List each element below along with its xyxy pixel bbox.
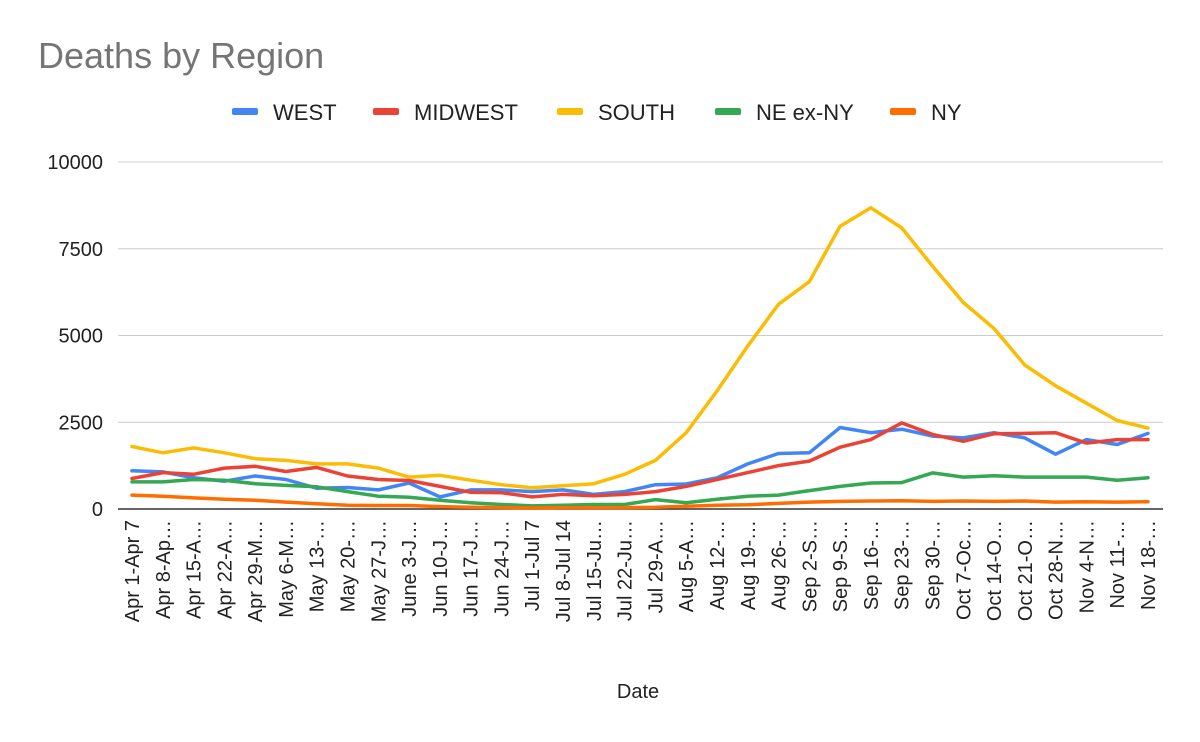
y-tick-label-0: 0 — [92, 499, 103, 521]
x-tick-label: Aug 5-A… — [676, 520, 698, 612]
x-tick-label: Nov 11-… — [1107, 520, 1129, 609]
x-tick-label: June 3-J… — [399, 520, 421, 617]
x-tick-label: Sep 2-S… — [799, 520, 821, 612]
x-tick-label: Jul 29-A… — [645, 520, 667, 613]
x-tick-label: Aug 26-… — [769, 520, 791, 610]
x-tick-label: Jun 24-J… — [491, 520, 513, 617]
x-tick-label: Nov 4-N… — [1076, 520, 1098, 613]
legend-label-west: WEST — [273, 100, 337, 125]
series-line-south — [130, 206, 1150, 490]
series-group — [130, 206, 1150, 510]
legend-swatch-south — [557, 108, 583, 115]
legend-swatch-ny — [890, 108, 916, 115]
x-tick-label: Oct 7-Oc… — [953, 520, 975, 620]
x-tick-label: Apr 15-A… — [184, 520, 206, 619]
series-line-ne-ex-ny — [130, 471, 1150, 508]
y-axis-ticks: 0 2500 5000 7500 10000 — [47, 152, 103, 521]
x-tick-label: Apr 1-Apr 7 — [122, 520, 144, 622]
x-tick-label: May 27-J… — [368, 520, 390, 622]
x-axis-ticks: Apr 1-Apr 7 Apr 8-Ap… Apr 15-A… Apr 22-A… Ap… — [122, 520, 1160, 622]
x-axis-title: Date — [617, 681, 659, 703]
x-tick-label: Jun 17-J… — [461, 520, 483, 617]
legend-swatch-west — [232, 108, 258, 115]
y-tick-label-7500: 7500 — [59, 239, 104, 261]
chart-title: Deaths by Region — [38, 35, 324, 76]
x-tick-label: Aug 19-… — [738, 520, 760, 610]
x-tick-label: Oct 21-O… — [1015, 520, 1037, 621]
x-tick-label: Jul 22-Ju… — [615, 520, 637, 621]
legend-item-midwest: MIDWEST — [373, 100, 518, 125]
y-tick-label-10000: 10000 — [47, 152, 103, 174]
x-tick-label: Apr 8-Ap… — [153, 520, 175, 619]
y-tick-label-2500: 2500 — [59, 412, 104, 434]
legend-swatch-ne-ex-ny — [715, 108, 741, 115]
legend-label-ne-ex-ny: NE ex-NY — [756, 100, 854, 125]
x-tick-label: Sep 23-… — [892, 520, 914, 610]
x-tick-label: Aug 12-… — [707, 520, 729, 610]
legend: WEST MIDWEST SOUTH NE ex-NY NY — [232, 100, 962, 125]
legend-item-ne-ex-ny: NE ex-NY — [715, 100, 854, 125]
series-line-midwest — [130, 421, 1150, 499]
x-tick-label: May 13-… — [307, 520, 329, 612]
legend-label-south: SOUTH — [598, 100, 675, 125]
x-tick-label: Oct 28-N… — [1046, 520, 1068, 620]
legend-item-west: WEST — [232, 100, 337, 125]
y-tick-label-5000: 5000 — [59, 326, 104, 348]
x-tick-label: May 20-… — [338, 520, 360, 612]
x-tick-label: Sep 30-… — [922, 520, 944, 610]
legend-label-midwest: MIDWEST — [414, 100, 518, 125]
series-line-west — [130, 425, 1150, 499]
legend-item-ny: NY — [890, 100, 962, 125]
x-tick-label: Sep 9-S… — [830, 520, 852, 612]
x-tick-label: Apr 29-M… — [245, 520, 267, 622]
legend-swatch-midwest — [373, 108, 399, 115]
x-tick-label: Jul 1-Jul 7 — [522, 520, 544, 611]
x-tick-label: Oct 14-O… — [984, 520, 1006, 621]
x-tick-label: Nov 18-… — [1138, 520, 1160, 610]
x-tick-label: May 6-M… — [276, 520, 298, 618]
x-tick-label: Jun 10-J… — [430, 520, 452, 617]
x-tick-label: Apr 22-A… — [214, 520, 236, 619]
x-tick-label: Jul 15-Ju… — [584, 520, 606, 621]
series-line-ny — [130, 493, 1150, 510]
legend-item-south: SOUTH — [557, 100, 675, 125]
legend-label-ny: NY — [931, 100, 962, 125]
x-tick-label: Jul 8-Jul 14 — [553, 520, 575, 622]
gridlines — [118, 161, 1163, 510]
x-tick-label: Sep 16-… — [861, 520, 883, 610]
